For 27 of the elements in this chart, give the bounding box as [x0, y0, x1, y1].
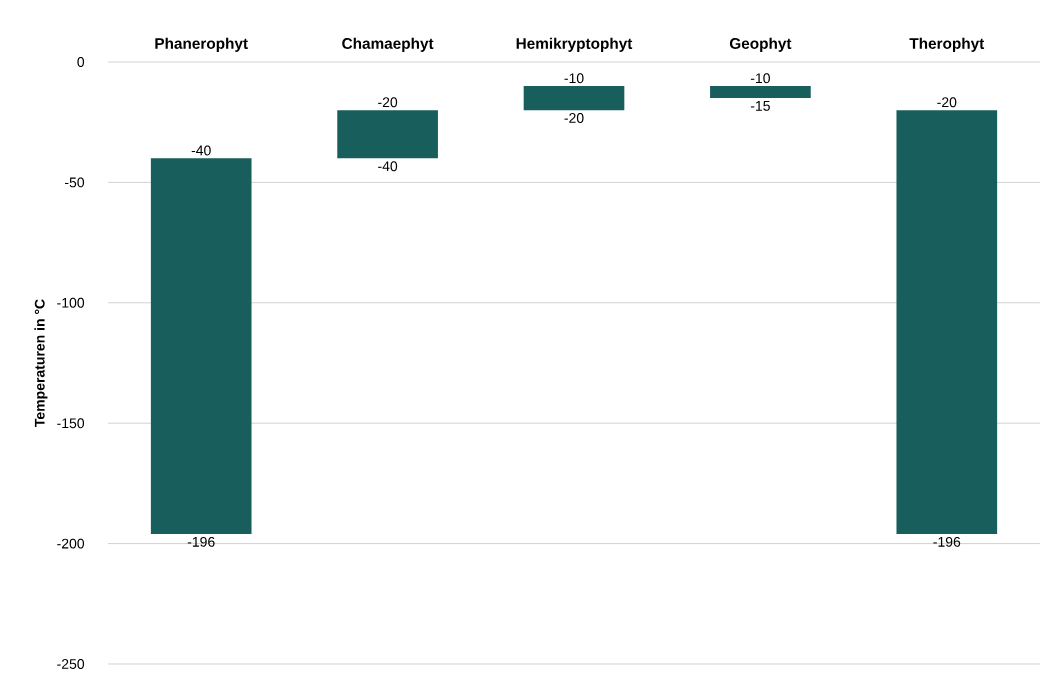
bar [896, 110, 998, 534]
bar [710, 86, 811, 99]
x-tick-label: Hemikryptophyt [516, 37, 633, 52]
annotation: -20 [937, 97, 957, 108]
bar [523, 86, 625, 111]
annotation: -10 [564, 73, 584, 84]
y-tick-label: -200 [57, 538, 85, 549]
annotation: -196 [187, 536, 215, 547]
x-tick-label: Chamaephyt [342, 37, 434, 52]
annotation: -20 [378, 97, 398, 108]
y-tick-label: -150 [57, 418, 85, 429]
x-tick-label: Geophyt [729, 37, 792, 52]
y-tick-label: -100 [57, 297, 85, 308]
y-tick-label: 0 [77, 57, 85, 67]
x-tick-label: Phanerophyt [155, 37, 248, 52]
bar [337, 110, 438, 159]
annotation: -20 [564, 113, 584, 123]
annotation: -40 [378, 161, 398, 172]
annotation: -196 [933, 536, 961, 547]
y-tick-label: -50 [65, 177, 85, 188]
annotation: -15 [750, 101, 770, 111]
annotation: -10 [750, 73, 770, 84]
y-axis-title: Temperaturen in °C [34, 299, 48, 427]
x-tick-label: Therophyt [909, 37, 985, 52]
y-tick-label: -250 [57, 659, 85, 669]
bar [150, 158, 252, 534]
annotation: -40 [191, 145, 211, 156]
